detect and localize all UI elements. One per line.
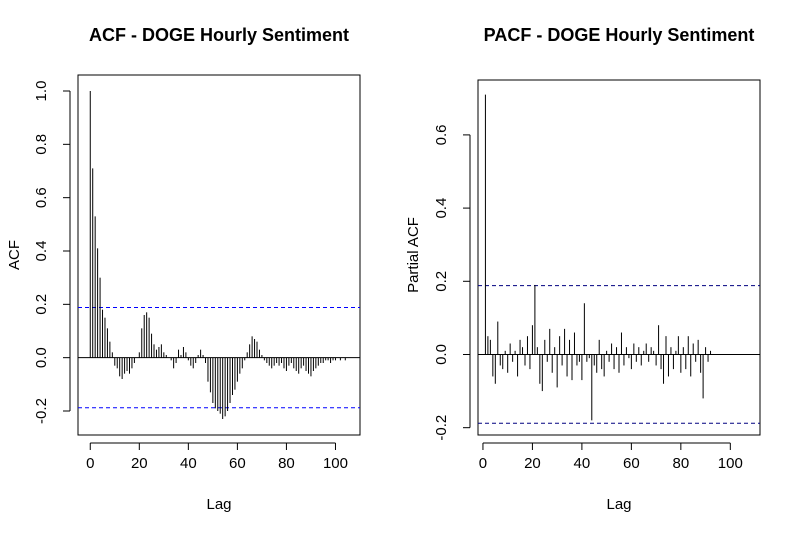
pacf-x-tick-label: 80 [672, 455, 689, 472]
pacf-xlabel: Lag [606, 496, 631, 513]
acf-y-tick-label: 0.8 [33, 134, 50, 155]
acf-bars [89, 91, 346, 419]
pacf-axes: 0 20 40 60 80 100 -0.2 0.0 0.2 0.4 0.6 [433, 124, 743, 472]
pacf-x-tick-label: 60 [623, 455, 640, 472]
acf-y-tick-label: 0.2 [33, 294, 50, 315]
acf-x-tick-label: 60 [229, 455, 246, 472]
acf-panel: ACF - DOGE Hourly Sentiment Lag ACF 0 20 4… [6, 25, 361, 513]
pacf-x-tick-label: 40 [574, 455, 591, 472]
pacf-x-tick-label: 100 [718, 455, 743, 472]
pacf-y-tick-label: 0.6 [433, 124, 450, 145]
pacf-panel: PACF - DOGE Hourly Sentiment Lag Partial… [405, 25, 761, 513]
pacf-ylabel: Partial ACF [405, 217, 422, 293]
pacf-y-tick-label: 0.0 [433, 344, 450, 365]
acf-y-tick-label: -0.2 [33, 398, 50, 424]
pacf-y-tick-label: -0.2 [433, 415, 450, 441]
acf-y-tick-label: 0.0 [33, 347, 50, 368]
acf-x-tick-label: 40 [180, 455, 197, 472]
pacf-x-tick-label: 0 [479, 455, 487, 472]
pacf-y-tick-label: 0.4 [433, 198, 450, 219]
acf-title: ACF - DOGE Hourly Sentiment [89, 25, 349, 45]
pacf-x-tick-label: 20 [524, 455, 541, 472]
pacf-title: PACF - DOGE Hourly Sentiment [484, 25, 755, 45]
acf-x-tick-label: 0 [86, 455, 94, 472]
acf-x-tick-label: 100 [323, 455, 348, 472]
acf-y-tick-label: 1.0 [33, 81, 50, 102]
acf-confidence-bounds [78, 307, 360, 409]
acf-y-tick-label: 0.6 [33, 187, 50, 208]
acf-ylabel: ACF [6, 240, 23, 270]
acf-xlabel: Lag [206, 496, 231, 513]
acf-plot-frame [77, 74, 361, 436]
acf-axes: 0 20 40 60 80 100 -0.2 0.0 0.2 0.4 0.6 0.8 1.0 [33, 81, 348, 472]
acf-x-tick-label: 20 [131, 455, 148, 472]
acf-x-tick-label: 80 [278, 455, 295, 472]
pacf-y-tick-label: 0.2 [433, 271, 450, 292]
acf-y-tick-label: 0.4 [33, 241, 50, 262]
pacf-bars [484, 94, 712, 421]
pacf-plot-frame [477, 79, 761, 436]
